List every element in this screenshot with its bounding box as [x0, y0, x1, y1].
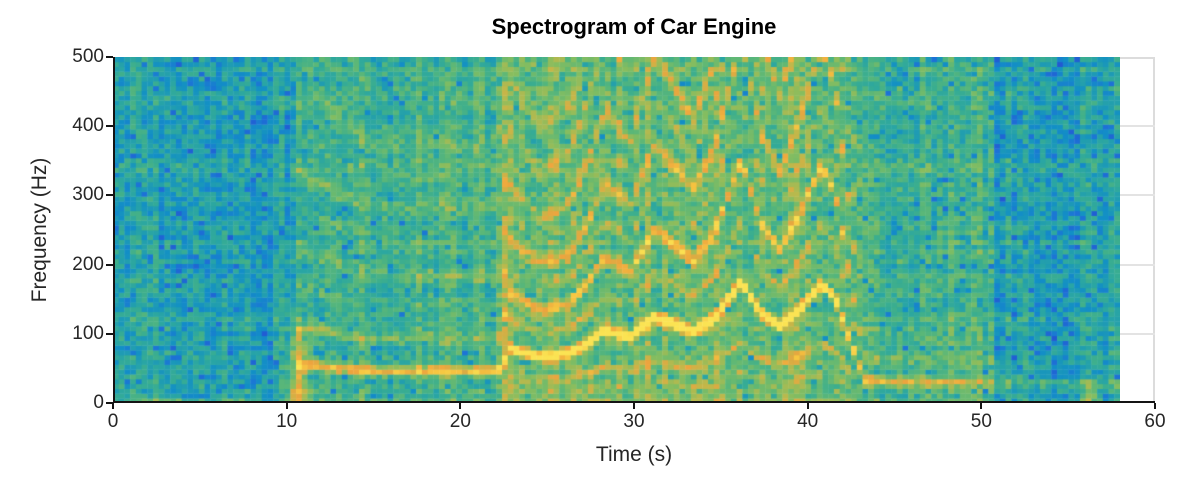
x-tick-label: 40: [797, 411, 819, 432]
x-tick: [980, 403, 983, 409]
y-tick: [106, 263, 113, 266]
x-axis-label: Time (s): [595, 443, 673, 466]
x-tick-label: 30: [623, 411, 645, 432]
x-tick: [459, 403, 462, 409]
x-tick: [285, 403, 288, 409]
y-axis-line: [113, 57, 115, 403]
y-tick: [106, 402, 113, 404]
spectrogram-heatmap: [113, 57, 1120, 403]
chart-title: Spectrogram of Car Engine: [491, 14, 777, 39]
x-tick-label: 60: [1144, 411, 1166, 432]
y-tick-label: 300: [72, 184, 104, 206]
x-tick: [633, 403, 635, 409]
y-tick: [106, 194, 113, 197]
y-tick: [106, 56, 113, 58]
x-tick-label: 50: [970, 411, 992, 432]
y-tick-label: 400: [72, 115, 104, 137]
plot-box-right-edge: [1153, 57, 1155, 403]
y-tick-label: 100: [72, 322, 104, 344]
y-tick-label: 0: [93, 392, 104, 413]
plot-area: [106, 56, 1156, 409]
x-tick: [1154, 403, 1156, 409]
x-axis-line: [113, 401, 1155, 403]
y-tick-label: 200: [72, 253, 104, 275]
x-tick-label: 20: [449, 411, 471, 432]
y-tick: [106, 125, 113, 128]
x-tick: [806, 403, 809, 409]
x-tick-label: 0: [107, 411, 119, 432]
y-axis-label: Frequency (Hz): [28, 157, 51, 303]
x-tick: [112, 403, 114, 409]
x-tick-label: 10: [276, 411, 298, 432]
y-tick-label: 500: [72, 46, 104, 67]
y-tick: [106, 332, 113, 335]
